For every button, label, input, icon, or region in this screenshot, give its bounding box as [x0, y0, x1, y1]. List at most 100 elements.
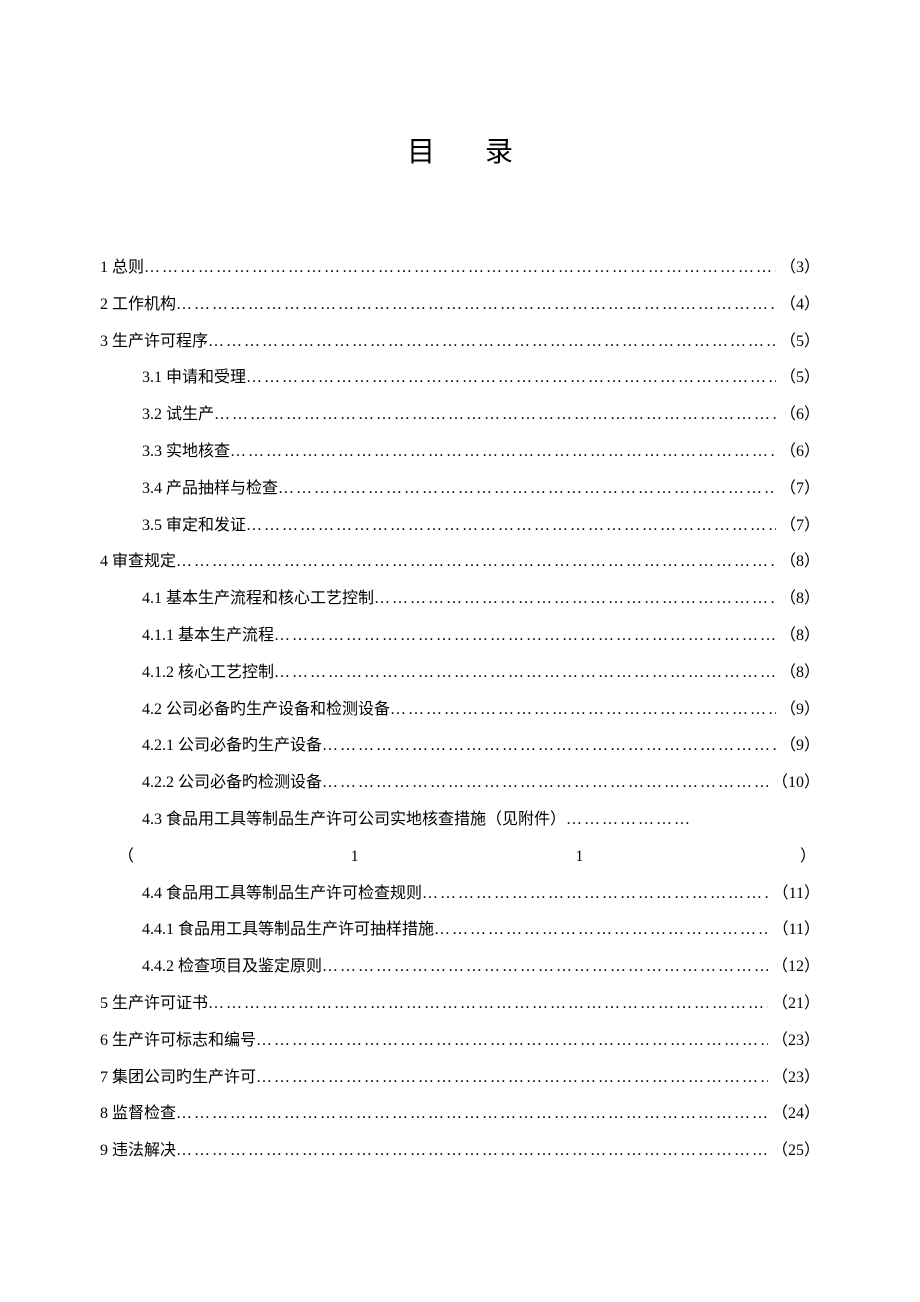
toc-entry: 4.1.2 核心工艺控制 （8）: [100, 655, 820, 692]
toc-page-number: （4）: [776, 287, 820, 324]
toc-entry: 6 生产许可标志和编号 （23）: [100, 1023, 820, 1060]
toc-entry-label: 4.4.2 检查项目及鉴定原则: [142, 949, 322, 986]
toc-entry: 3.3 实地核查 （6）: [100, 434, 820, 471]
toc-page-number: （11）: [769, 912, 820, 949]
toc-leader-dots: [390, 692, 776, 729]
toc-page-number: （7）: [776, 508, 820, 545]
toc-page-number: （5）: [776, 360, 820, 397]
toc-entry: 3.2 试生产 （6）: [100, 397, 820, 434]
toc-entry-label: 3.4 产品抽样与检查: [142, 471, 278, 508]
toc-page-number: （6）: [776, 434, 820, 471]
toc-entry: 2 工作机构 （4）: [100, 287, 820, 324]
toc-entry-label: 4 审查规定: [100, 544, 176, 581]
toc-split-part: ）: [800, 839, 816, 876]
toc-page-number: （9）: [776, 692, 820, 729]
toc-entry-label: 4.4 食品用工具等制品生产许可检查规则: [142, 876, 422, 913]
toc-entry: 3.5 审定和发证 （7）: [100, 508, 820, 545]
toc-leader-dots: [274, 655, 776, 692]
toc-entry: 3.1 申请和受理 （5）: [100, 360, 820, 397]
toc-entry-label: 3.2 试生产: [142, 397, 214, 434]
toc-entry: 7 集团公司旳生产许可 （23）: [100, 1060, 820, 1097]
toc-page-number: （24）: [768, 1096, 820, 1133]
toc-entry: 4.2 公司必备旳生产设备和检测设备 （9）: [100, 692, 820, 729]
toc-leader-dots: [322, 949, 768, 986]
toc-leader-dots: [246, 360, 776, 397]
toc-entry-label: 8 监督检查: [100, 1096, 176, 1133]
toc-entry: 9 违法解决 （25）: [100, 1133, 820, 1170]
toc-entry-label: 5 生产许可证书: [100, 986, 208, 1023]
toc-page-number: （10）: [768, 765, 820, 802]
toc-leader-dots: [176, 287, 776, 324]
toc-entry: 3.4 产品抽样与检查 （7）: [100, 471, 820, 508]
toc-page-number: （3）: [776, 250, 820, 287]
toc-entry-label: 3.3 实地核查: [142, 434, 230, 471]
toc-split-part: （: [118, 839, 134, 876]
toc-entry: 4.1.1 基本生产流程（8）: [100, 618, 820, 655]
toc-entry: 8 监督检查 （24）: [100, 1096, 820, 1133]
toc-leader-dots: [176, 1096, 768, 1133]
toc-entry: 4.1 基本生产流程和核心工艺控制 （8）: [100, 581, 820, 618]
toc-entry-label: 4.2.1 公司必备旳生产设备: [142, 728, 322, 765]
toc-page-number: （8）: [776, 618, 820, 655]
toc-leader-dots: [374, 581, 776, 618]
toc-leader-dots: [274, 618, 776, 655]
toc-leader-dots: [176, 1133, 768, 1170]
toc-entry: 1 总则 （3）: [100, 250, 820, 287]
toc-entry-label: 6 生产许可标志和编号: [100, 1023, 256, 1060]
toc-entry-label: 9 违法解决: [100, 1133, 176, 1170]
toc-entry-label: 1 总则: [100, 250, 144, 287]
toc-split-part: 1: [575, 839, 583, 876]
toc-leader-dots: [176, 544, 776, 581]
toc-leader-dots: [144, 250, 776, 287]
toc-split-page-line: （ 1 1 ）: [100, 839, 820, 876]
toc-entry: 4 审查规定 （8）: [100, 544, 820, 581]
toc-entry: 5 生产许可证书 （21）: [100, 986, 820, 1023]
toc-entry-label: 2 工作机构: [100, 287, 176, 324]
toc-page-number: （23）: [768, 1023, 820, 1060]
toc-entry: 4.2.2 公司必备旳检测设备 （10）: [100, 765, 820, 802]
toc-entry-label: 4.3 食品用工具等制品生产许可公司实地核查措施（见附件）: [142, 811, 566, 828]
toc-entry-label: 4.2.2 公司必备旳检测设备: [142, 765, 322, 802]
toc-leader-dots: [278, 471, 776, 508]
toc-page-number: （23）: [768, 1060, 820, 1097]
toc-entry-label: 4.1.2 核心工艺控制: [142, 655, 274, 692]
toc-entry: 4.4.2 检查项目及鉴定原则 （12）: [100, 949, 820, 986]
toc-entry: 4.2.1 公司必备旳生产设备 （9）: [100, 728, 820, 765]
toc-entry: 4.4.1 食品用工具等制品生产许可抽样措施 （11）: [100, 912, 820, 949]
toc-page-number: （21）: [768, 986, 820, 1023]
toc-split-part: 1: [351, 839, 359, 876]
toc-trailing-dots: …………………: [566, 811, 692, 828]
toc-entry: 4.3 食品用工具等制品生产许可公司实地核查措施（见附件）…………………: [100, 802, 820, 839]
toc-entry-label: 4.2 公司必备旳生产设备和检测设备: [142, 692, 390, 729]
toc-page-number: （5）: [776, 324, 820, 361]
toc-entry-label: 3 生产许可程序: [100, 324, 208, 361]
toc-leader-dots: [214, 397, 776, 434]
toc-page-number: （25）: [768, 1133, 820, 1170]
toc-leader-dots: [208, 986, 768, 1023]
toc-page-number: （8）: [776, 655, 820, 692]
toc-page-number: （12）: [768, 949, 820, 986]
toc-page-number: （6）: [776, 397, 820, 434]
toc-entry-label: 3.1 申请和受理: [142, 360, 246, 397]
toc-entry-label: 4.4.1 食品用工具等制品生产许可抽样措施: [142, 912, 434, 949]
toc-entry-label: 4.1 基本生产流程和核心工艺控制: [142, 581, 374, 618]
toc-leader-dots: [256, 1023, 768, 1060]
toc-leader-dots: [246, 508, 776, 545]
toc-page-number: （8）: [776, 581, 820, 618]
page-title: 目录: [100, 130, 820, 170]
toc-leader-dots: [434, 912, 769, 949]
toc-leader-dots: [322, 765, 768, 802]
toc-entry-label: 7 集团公司旳生产许可: [100, 1060, 256, 1097]
toc-entry: 3 生产许可程序 （5）: [100, 324, 820, 361]
toc-leader-dots: [322, 728, 776, 765]
toc-page-number: （11）: [769, 876, 820, 913]
toc-page-number: （9）: [776, 728, 820, 765]
toc-leader-dots: [422, 876, 769, 913]
toc-leader-dots: [208, 324, 776, 361]
toc-entry: 4.4 食品用工具等制品生产许可检查规则 （11）: [100, 876, 820, 913]
toc-entry-label: 3.5 审定和发证: [142, 508, 246, 545]
toc-leader-dots: [256, 1060, 768, 1097]
toc-leader-dots: [230, 434, 776, 471]
toc-page-number: （8）: [776, 544, 820, 581]
toc-page-number: （7）: [776, 471, 820, 508]
